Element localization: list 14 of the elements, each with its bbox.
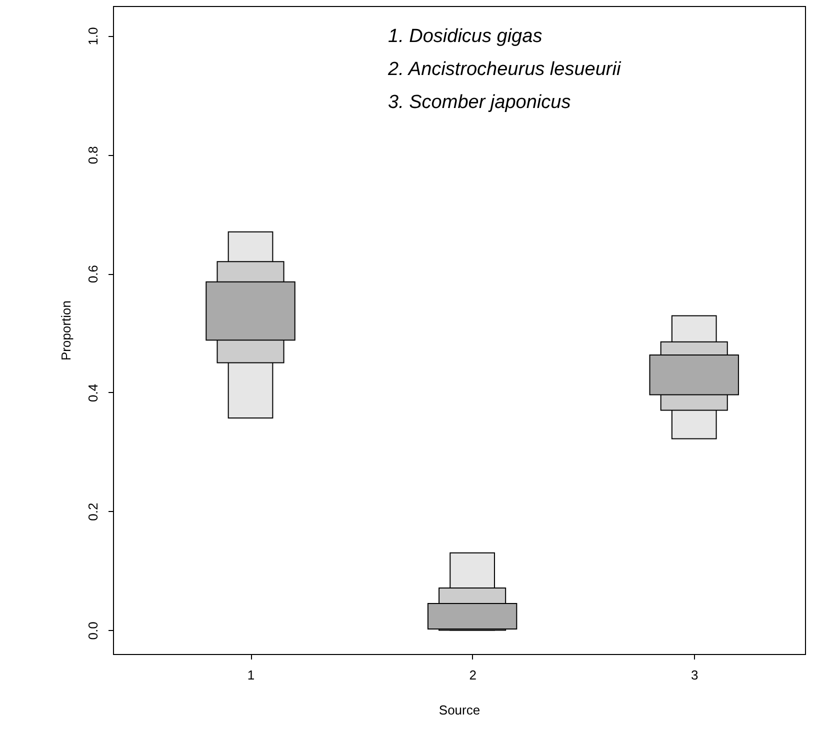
y-axis-title: Proportion	[58, 300, 74, 360]
annotation: 1. Dosidicus gigas	[388, 26, 543, 47]
x-tick-label: 2	[469, 668, 476, 682]
annotation: 2. Ancistrocheurus lesueurii	[387, 59, 622, 80]
x-axis-title: Source	[438, 702, 480, 718]
y-tick-label: 0.4	[86, 384, 100, 402]
y-tick-label: 1.0	[86, 27, 100, 46]
y-tick-label: 0.0	[86, 622, 100, 640]
x-tick-label: 3	[690, 668, 698, 682]
y-tick-label: 0.6	[86, 264, 100, 284]
x-tick-label: 1	[247, 668, 255, 682]
y-tick-label: 0.8	[86, 146, 100, 164]
y-tick-label: 0.2	[86, 502, 100, 521]
annotation: 3. Scomber japonicus	[388, 92, 572, 113]
